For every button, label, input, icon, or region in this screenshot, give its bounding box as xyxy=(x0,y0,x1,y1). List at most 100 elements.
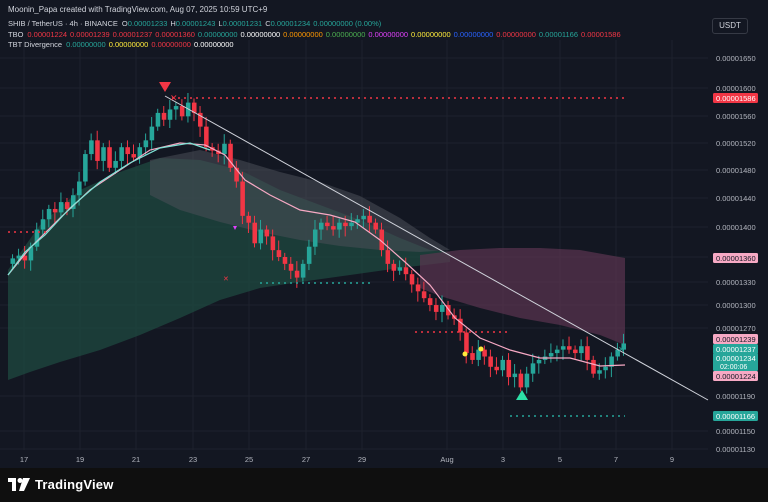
ohlc-o-label: O xyxy=(121,19,128,28)
tbt-value-2: 0.00000000 xyxy=(151,40,191,49)
price-badge xyxy=(713,353,758,371)
price-badge xyxy=(713,344,758,354)
candle-body xyxy=(64,202,70,209)
price-tick-label: 0.00001150 xyxy=(716,427,755,436)
price-badge-countdown: 02:00:06 xyxy=(720,364,747,371)
time-axis-label: 19 xyxy=(76,455,84,464)
candle-body xyxy=(470,353,475,360)
time-axis-label: 5 xyxy=(558,455,562,464)
candle-body xyxy=(288,263,294,271)
candle-body xyxy=(282,257,288,264)
tbt-value-0: 0.00000000 xyxy=(66,40,106,49)
candle-body xyxy=(234,167,239,182)
candle-body xyxy=(119,147,124,161)
candle-body xyxy=(167,109,173,120)
candle-body xyxy=(361,215,366,220)
price-tick-label: 0.00001600 xyxy=(716,84,756,93)
price-tick-label: 0.00001270 xyxy=(716,324,756,333)
tbo-value-8: 0.00000000 xyxy=(368,29,409,39)
price-badge xyxy=(713,371,758,381)
tbo-value-5: 0.00000000 xyxy=(240,29,281,39)
candle-body xyxy=(530,363,536,374)
candle-body xyxy=(573,349,578,354)
candle-body xyxy=(22,255,28,261)
price-badge-label: 0.00001239 xyxy=(716,335,756,344)
tbo-legend-row[interactable]: TBO 0.00001224 0.00001239 0.00001237 0.00001… xyxy=(8,30,624,41)
price-badge xyxy=(713,411,758,421)
candle-body xyxy=(10,258,16,264)
cross-marker-icon: ✕ xyxy=(170,93,178,103)
candle-body xyxy=(258,229,264,244)
price-chart[interactable]: ✕ ✕ ✕ 0.00001650 0.00001600 0.00001560 0.00001… xyxy=(0,0,768,468)
candle-body xyxy=(125,147,130,155)
candle-body xyxy=(319,222,324,230)
ohlc-o-value: 0.00001233 xyxy=(127,19,168,28)
candle-body xyxy=(113,160,118,168)
symbol-legend-row[interactable]: SHIB / TetherUS · 4h · BINANCE O0.0000123… xyxy=(8,19,624,30)
tbt-value-3: 0.00000000 xyxy=(193,40,234,49)
candle-body xyxy=(34,229,40,247)
price-tick-label: 0.00001650 xyxy=(716,54,756,63)
symbol-label: SHIB / TetherUS · 4h · BINANCE xyxy=(8,19,118,28)
candle-body xyxy=(89,140,94,155)
price-tick-label: 0.00001480 xyxy=(716,166,756,175)
candle-body xyxy=(524,373,530,388)
candle-body xyxy=(379,229,385,251)
candle-body xyxy=(58,202,64,213)
currency-button[interactable]: USDT xyxy=(712,18,748,34)
ohlc-l-label: L xyxy=(218,19,223,28)
time-axis-label: 25 xyxy=(245,455,253,464)
price-badge xyxy=(713,93,758,103)
candle-body xyxy=(458,318,463,333)
ohlc-values: O0.00001233 H0.00001243 L0.00001231 C0.0000… xyxy=(122,19,381,28)
candle-body xyxy=(191,102,197,113)
candle-body xyxy=(312,229,318,247)
candle-body xyxy=(560,346,566,350)
candle-body xyxy=(482,349,487,357)
candle-body xyxy=(83,154,88,182)
price-badge-label: 0.00001224 xyxy=(716,372,756,381)
candle-body xyxy=(579,346,584,354)
candle-body xyxy=(70,195,76,209)
ohlc-c-value: 0.00001234 xyxy=(270,19,311,28)
candle-body xyxy=(198,112,203,127)
candle-body xyxy=(615,349,620,357)
price-badge-label: 0.00001237 xyxy=(716,345,756,354)
cross-marker-icon: ✕ xyxy=(618,345,625,354)
candle-body xyxy=(46,208,52,220)
candle-body xyxy=(518,373,524,388)
candle-body xyxy=(252,222,258,244)
candle-body xyxy=(204,126,209,148)
tradingview-logo-icon xyxy=(8,478,30,491)
tbt-legend-row[interactable]: TBT Divergence 0.00000000 0.00000000 0.0000… xyxy=(8,40,624,51)
candle-body xyxy=(161,112,167,120)
tbt-label: TBT Divergence xyxy=(8,40,63,49)
candle-body xyxy=(77,181,82,196)
sell-signal-icon xyxy=(159,82,171,92)
candle-body xyxy=(331,226,336,230)
candle-body xyxy=(95,140,100,161)
ohlc-h-label: H xyxy=(170,19,176,28)
buy-signal-icon xyxy=(516,390,528,400)
candle-body xyxy=(270,236,276,251)
ohlc-c-label: C xyxy=(265,19,271,28)
price-tick-label: 0.00001440 xyxy=(716,194,756,203)
price-badge xyxy=(713,253,758,263)
tradingview-brand[interactable]: TradingView xyxy=(8,477,114,492)
candle-body xyxy=(143,140,149,148)
candle-body xyxy=(173,106,179,110)
divergence-dot-icon xyxy=(478,346,484,352)
candle-body xyxy=(621,343,626,350)
candle-body xyxy=(373,222,378,230)
price-tick-label: 0.00001300 xyxy=(716,301,756,310)
time-axis-label: 29 xyxy=(358,455,366,464)
candle-body xyxy=(567,346,572,350)
candle-body xyxy=(597,370,602,374)
divergence-dot-icon xyxy=(462,351,468,357)
price-tick-label: 0.00001190 xyxy=(716,392,755,401)
candle-body xyxy=(385,250,391,264)
price-tick-label: 0.00001520 xyxy=(716,139,756,148)
candle-body xyxy=(149,126,155,141)
ma-line-teal xyxy=(7,142,211,276)
candle-body xyxy=(325,222,330,227)
